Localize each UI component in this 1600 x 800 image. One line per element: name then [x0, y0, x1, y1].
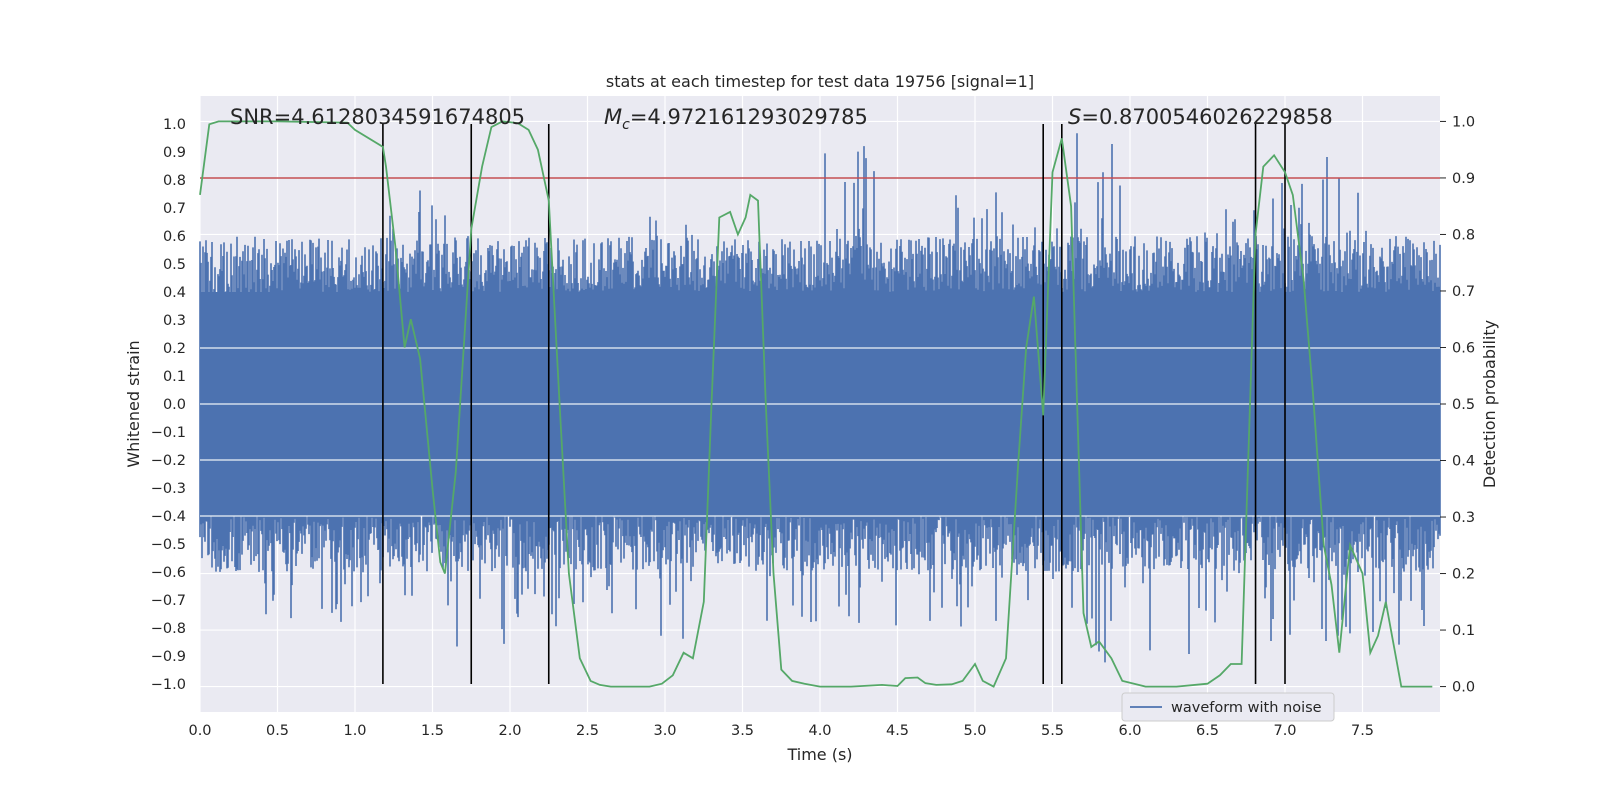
- x-tick-label: 3.0: [653, 723, 676, 739]
- y-axis-label: Whitened strain: [124, 340, 143, 467]
- y-tick-label: −0.2: [151, 453, 186, 469]
- y-tick-label: 0.3: [163, 313, 186, 329]
- y2-tick-label: 0.9: [1452, 171, 1475, 187]
- x-tick-label: 7.0: [1273, 723, 1296, 739]
- legend-label: waveform with noise: [1171, 700, 1322, 716]
- y2-tick-label: 0.6: [1452, 340, 1475, 356]
- s-symbol: S: [1068, 105, 1081, 129]
- s-annotation: S=0.8700546026229858: [1068, 105, 1333, 129]
- y-tick-label: 0.2: [163, 341, 186, 357]
- y-tick-label: −0.7: [151, 593, 186, 609]
- y2-tick-label: 0.3: [1452, 510, 1475, 526]
- x-tick-label: 0.0: [188, 723, 211, 739]
- y-tick-label: −0.9: [151, 649, 186, 665]
- chirp-mass-subscript: c: [622, 117, 630, 133]
- y2-axis-label: Detection probability: [1480, 320, 1499, 488]
- x-tick-label: 6.5: [1196, 723, 1219, 739]
- x-tick-label: 2.5: [576, 723, 599, 739]
- chirp-mass-annotation: Mc=4.972161293029785: [604, 105, 868, 133]
- snr-annotation: SNR=4.6128034591674805: [230, 105, 525, 129]
- probability-series: [199, 120, 1433, 688]
- y-tick-label: −0.8: [151, 621, 186, 637]
- x-tick-label: 6.0: [1118, 723, 1141, 739]
- chirp-mass-symbol: M: [604, 105, 622, 129]
- y2-tick-label: 1.0: [1452, 114, 1475, 130]
- y-tick-label: −0.4: [151, 509, 186, 525]
- y-tick-label: 0.5: [163, 257, 186, 273]
- y-tick-label: 0.8: [163, 173, 186, 189]
- x-tick-label: 4.5: [886, 723, 909, 739]
- y-tick-label: 0.1: [163, 369, 186, 385]
- y2-tick-label: 0.7: [1452, 284, 1475, 300]
- legend: waveform with noise: [1121, 692, 1335, 722]
- x-axis-label: Time (s): [786, 745, 852, 764]
- y2-tick-label: 0.1: [1452, 623, 1475, 639]
- waveform-series: [199, 133, 1441, 663]
- y2-tick-label: 0.0: [1452, 680, 1475, 696]
- y2-tick-label: 0.8: [1452, 227, 1475, 243]
- chirp-mass-value: =4.972161293029785: [630, 105, 868, 129]
- y-tick-label: −0.1: [151, 425, 186, 441]
- y-tick-label: −0.5: [151, 537, 186, 553]
- y2-tick-label: 0.5: [1452, 397, 1475, 413]
- x-tick-label: 0.5: [266, 723, 289, 739]
- y-tick-label: 0.4: [163, 285, 186, 301]
- y-tick-label: 1.0: [163, 117, 186, 133]
- legend-box: [1121, 692, 1335, 722]
- x-tick-label: 2.0: [498, 723, 521, 739]
- chart-title: stats at each timestep for test data 197…: [606, 72, 1034, 91]
- tick-labels: 0.0 0.5 1.0 1.5 2.0 2.5 3.0 3.5 4.0 4.5 5.0 5.5 6.0 6…: [151, 114, 1475, 739]
- y-tick-label: 0.6: [163, 229, 186, 245]
- y2-tick-label: 0.4: [1452, 454, 1475, 470]
- x-tick-label: 7.5: [1351, 723, 1374, 739]
- s-value: =0.8700546026229858: [1081, 105, 1332, 129]
- detection-probability-line: [199, 120, 1433, 688]
- y-tick-label: 0.0: [163, 397, 186, 413]
- y-tick-label: −0.6: [151, 565, 186, 581]
- y-tick-label: −1.0: [151, 677, 186, 693]
- y2-tick-label: 0.2: [1452, 567, 1475, 583]
- x-tick-label: 5.0: [963, 723, 986, 739]
- x-tick-label: 3.5: [731, 723, 754, 739]
- y-tick-label: 0.7: [163, 201, 186, 217]
- y-tick-label: −0.3: [151, 481, 186, 497]
- x-tick-label: 1.0: [343, 723, 366, 739]
- x-tick-label: 5.5: [1041, 723, 1064, 739]
- x-tick-label: 1.5: [421, 723, 444, 739]
- y-tick-label: 0.9: [163, 145, 186, 161]
- x-tick-label: 4.0: [808, 723, 831, 739]
